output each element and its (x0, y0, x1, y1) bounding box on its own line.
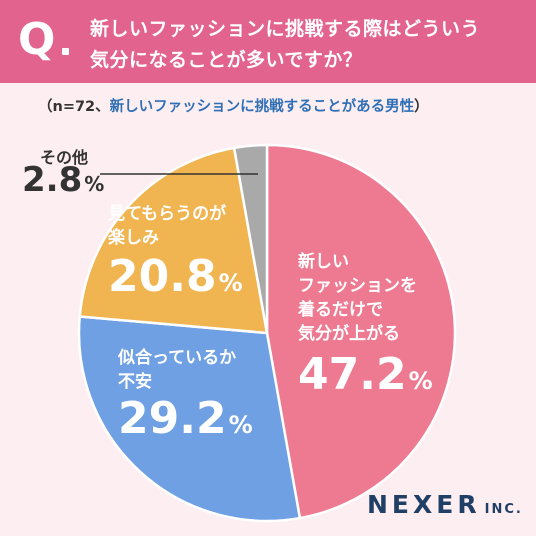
question-header: Q 新しいファッションに挑戦する際はどういう 気分になることが多いですか？ (0, 0, 536, 83)
slice-2-category-line-1: 似合っているか (118, 348, 237, 368)
slice-3-percent: 20.8% (108, 254, 243, 306)
slice-label-3: 見てもらうのが 楽しみ 20.8% (108, 202, 243, 306)
question-line-1: 新しいファッションに挑戦する際はどういう (90, 18, 481, 40)
pie-slice-2 (77, 315, 302, 523)
slice-2-unit: % (228, 411, 253, 439)
slice-2-category-line-2: 不安 (118, 372, 152, 392)
sample-note: （n=72、新しいファッションに挑戦することがある男性） (38, 95, 508, 116)
slice-1-category-line-4: 気分が上がる (298, 324, 400, 344)
slice-1-unit: % (408, 367, 433, 395)
slice-3-category-line-2: 楽しみ (108, 228, 159, 248)
pie-slice-1 (265, 143, 457, 520)
slice-1-category-line-3: 着るだけで (298, 300, 383, 320)
slice-1-category-line-1: 新しい (298, 252, 349, 272)
logo-main: NEXER (367, 490, 481, 519)
question-mark-dot (62, 48, 69, 55)
slice-4-category: その他 (40, 148, 89, 167)
question-mark: Q (18, 14, 56, 65)
company-logo: NEXER INC. (367, 490, 523, 519)
slice-label-2: 似合っているか 不安 29.2% (118, 346, 253, 448)
slice-4-percent: 2.8% (22, 160, 104, 200)
pie-slice-4 (232, 143, 269, 334)
slice-1-category-line-2: ファッションを (298, 276, 417, 296)
sample-highlight: 新しいファッションに挑戦することがある男性 (109, 99, 415, 115)
slice-4-unit: % (84, 172, 105, 196)
slice-1-percent: 47.2% (298, 352, 433, 404)
slice-3-value: 20.8 (108, 251, 217, 302)
slice-1-value: 47.2 (298, 349, 407, 400)
slice-2-value: 29.2 (118, 393, 227, 444)
logo-suffix: INC. (484, 502, 523, 517)
sample-prefix: （n=72、 (38, 99, 110, 115)
slice-3-category-line-1: 見てもらうのが (108, 204, 227, 224)
slice-3-unit: % (218, 269, 243, 297)
sample-suffix: ） (414, 99, 429, 115)
question-line-2: 気分になることが多いですか？ (90, 49, 363, 71)
slice-label-1: 新しい ファッションを 着るだけで 気分が上がる 47.2% (298, 250, 433, 404)
slice-4-value: 2.8 (22, 160, 83, 200)
pie-slice-3 (78, 146, 269, 335)
slice-2-percent: 29.2% (118, 396, 253, 448)
